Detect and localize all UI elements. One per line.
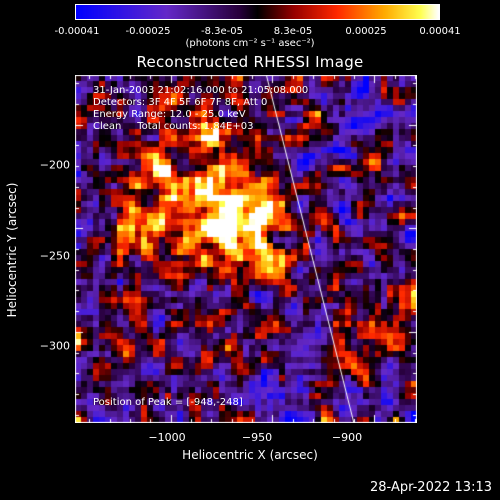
y-tick-label: −200 — [39, 158, 70, 172]
colorbar — [75, 4, 440, 20]
colorbar-tick: -8.3e-05 — [201, 26, 243, 37]
y-tick-label: −250 — [39, 249, 70, 263]
info-clean: Clean Total counts: 1.84E+03 — [93, 121, 254, 132]
info-detectors: Detectors: 3F 4F 5F 6F 7F 8F, Att 0 — [93, 97, 268, 108]
x-tick-label: −950 — [241, 431, 273, 444]
colorbar-tick: -0.00041 — [54, 26, 100, 37]
timestamp: 28-Apr-2022 13:13 — [370, 480, 492, 495]
x-axis-label: Heliocentric X (arcsec) — [182, 448, 318, 462]
info-energy: Energy Range: 12.0 - 25.0 keV — [93, 109, 246, 120]
x-tick-label: −900 — [331, 431, 363, 444]
colorbar-tick: -0.00025 — [125, 26, 171, 37]
colorbar-tick: 0.00041 — [419, 26, 461, 37]
y-tick-label: −300 — [39, 339, 70, 353]
y-axis-label: Heliocentric Y (arcsec) — [5, 182, 19, 318]
colorbar-tick: 0.00025 — [345, 26, 387, 37]
rhessi-image — [75, 75, 417, 423]
info-time: 31-Jan-2003 21:02:16.000 to 21:05:08.000 — [93, 85, 309, 96]
x-tick-label: −1000 — [148, 431, 186, 444]
colorbar-tick: 8.3e-05 — [273, 26, 313, 37]
image-title: Reconstructed RHESSI Image — [136, 53, 364, 71]
colorbar-units: (photons cm⁻² s⁻¹ asec⁻²) — [185, 38, 315, 49]
info-peak: Position of Peak = [-948,-248] — [93, 397, 243, 408]
